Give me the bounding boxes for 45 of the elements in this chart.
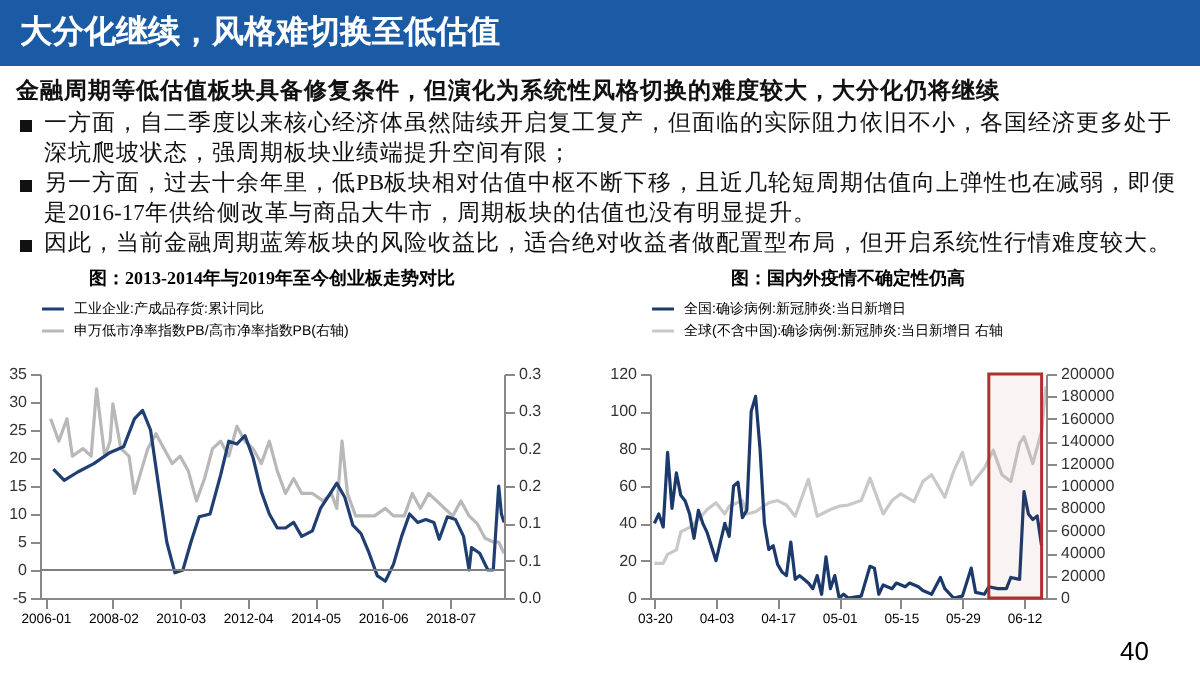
text: 金融周期等低估值板块具备修复条件，但演化为系统性风格切换的难度较大，大分化仍将继续 <box>16 76 1002 106</box>
y2-tick-label: 0.2 <box>519 477 543 495</box>
text: 大分化继续，风格难切换至低估值 <box>0 0 1200 66</box>
y-tick-label: 10 <box>9 505 29 523</box>
y2-tick-label: 0.2 <box>519 439 543 458</box>
y-tick-label: 30 <box>9 393 29 411</box>
y2-tick-label: 0.1 <box>519 514 543 533</box>
y-tick-label: -5 <box>12 589 29 607</box>
line-series <box>49 387 504 555</box>
y2-tick-label: 0.3 <box>519 402 543 421</box>
text: 一方面，自二季度以来核心经济体虽然陆续开启复工复产，但面临的实际阻力依旧不小，各国经济更多处于深坑爬坡状态，强周期板块业绩端提升空间有限； <box>44 110 1174 170</box>
y2-tick-label: 0.1 <box>519 551 543 570</box>
y-tick-label: 5 <box>18 533 29 551</box>
y-tick-label: 0 <box>628 589 639 607</box>
y-tick-label: 25 <box>9 421 29 439</box>
y-tick-label: 80 <box>619 439 639 458</box>
y2-tick-label: 40000 <box>1061 544 1107 563</box>
chart-title: 图：国内外疫情不确定性仍高 <box>731 268 965 288</box>
text: 因此，当前金融周期蓝筹板块的风险收益比，适合绝对收益者做配置型布局，但开启系统性行情难度较大。 <box>44 230 1174 260</box>
y2-tick-label: 140000 <box>1061 432 1116 451</box>
y2-tick-label: 0.3 <box>519 365 543 383</box>
y-tick-label: 60 <box>619 477 639 495</box>
y2-tick-label: 160000 <box>1061 409 1116 428</box>
y2-tick-label: 200000 <box>1061 365 1116 383</box>
y-tick-label: 0 <box>18 561 29 579</box>
text: 另一方面，过去十余年里，低PB板块相对估值中枢不断下移，且近几轮短周期估值向上弹性也在减弱，即便是2016-17年供给侧改革与商品大牛市，周期板块的估值也没有明显提升。 <box>44 170 1179 230</box>
y-tick-label: 40 <box>619 514 639 533</box>
text: 40 <box>1120 636 1149 666</box>
chart-title: 图：2013-2014年与2019年至今创业板走势对比 <box>89 268 455 288</box>
y2-tick-label: 80000 <box>1061 499 1107 518</box>
y2-tick-label: 20000 <box>1061 566 1107 585</box>
y2-tick-label: 180000 <box>1061 387 1116 406</box>
y-tick-label: 20 <box>619 551 639 570</box>
y2-tick-label: 60000 <box>1061 521 1107 540</box>
y-tick-label: 120 <box>610 365 639 383</box>
y2-tick-label: 0.0 <box>519 589 543 607</box>
line-series <box>51 408 504 583</box>
y2-tick-label: 100000 <box>1061 477 1116 495</box>
y-tick-label: 35 <box>9 365 29 383</box>
y2-tick-label: 0 <box>1061 589 1071 607</box>
y-tick-label: 20 <box>9 449 29 467</box>
line-series <box>652 384 1046 565</box>
y-tick-label: 15 <box>9 477 29 495</box>
y2-tick-label: 120000 <box>1061 454 1116 473</box>
y-tick-label: 100 <box>610 402 639 421</box>
